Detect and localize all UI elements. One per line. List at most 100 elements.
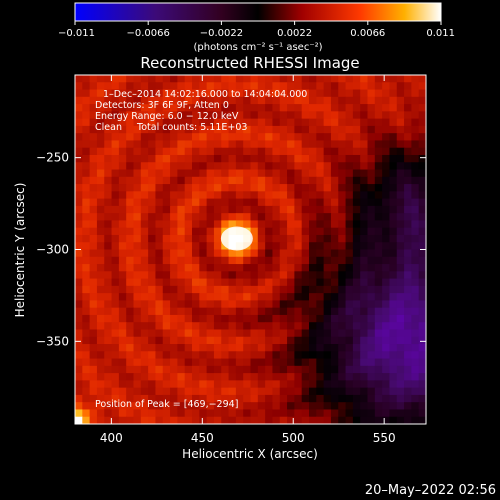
heatmap-cell: [148, 278, 156, 287]
heatmap-cell: [206, 133, 215, 141]
heatmap-cell: [272, 118, 281, 127]
heatmap-cell: [170, 394, 178, 403]
heatmap-cell: [170, 162, 178, 171]
heatmap-cell: [411, 409, 420, 418]
heatmap-cell: [345, 365, 354, 374]
heatmap-cell: [287, 227, 295, 236]
heatmap-cell: [118, 133, 127, 141]
heatmap-cell: [301, 234, 310, 243]
heatmap-cell: [367, 358, 376, 367]
heatmap-cell: [228, 140, 237, 149]
heatmap-cell: [228, 285, 237, 294]
heatmap-cell: [243, 264, 251, 272]
heatmap-cell: [287, 140, 295, 149]
heatmap-cell: [404, 402, 412, 410]
heatmap-cell: [75, 402, 83, 410]
heatmap-cell: [301, 314, 310, 323]
heatmap-cell: [396, 307, 405, 316]
heatmap-cell: [75, 191, 83, 200]
heatmap-cell: [118, 213, 127, 221]
heatmap-cell: [250, 227, 259, 236]
heatmap-cell: [257, 169, 266, 178]
heatmap-cell: [184, 249, 193, 258]
heatmap-cell: [243, 96, 251, 105]
heatmap-cell: [367, 402, 376, 410]
heatmap-cell: [374, 351, 383, 360]
heatmap-cell: [309, 278, 317, 287]
heatmap-cell: [228, 278, 237, 287]
heatmap-cell: [287, 344, 295, 352]
heatmap-cell: [155, 213, 164, 221]
heatmap-cell: [96, 285, 105, 294]
heatmap-cell: [235, 191, 244, 200]
heatmap-cell: [235, 351, 244, 360]
heatmap-cell: [301, 344, 310, 352]
heatmap-cell: [418, 191, 426, 200]
heatmap-cell: [206, 176, 215, 185]
heatmap-cell: [250, 329, 259, 338]
heatmap-cell: [360, 169, 368, 178]
heatmap-cell: [184, 256, 193, 265]
heatmap-cell: [316, 147, 325, 156]
heatmap-cell: [374, 220, 383, 229]
heatmap-cell: [360, 285, 368, 294]
heatmap-cell: [89, 394, 98, 403]
heatmap-cell: [199, 111, 208, 120]
heatmap-cell: [345, 118, 354, 127]
heatmap-cell: [330, 213, 339, 221]
heatmap-cell: [184, 213, 193, 221]
heatmap-cell: [111, 242, 120, 250]
heatmap-cell: [228, 293, 237, 301]
heatmap-cell: [82, 162, 91, 171]
heatmap-cell: [111, 184, 120, 192]
heatmap-cell: [272, 394, 281, 403]
heatmap-cell: [257, 220, 266, 229]
heatmap-cell: [301, 264, 310, 272]
heatmap-cell: [118, 118, 127, 127]
heatmap-cell: [75, 111, 83, 120]
heatmap-cell: [309, 358, 317, 367]
heatmap-cell: [265, 249, 273, 258]
heatmap-cell: [352, 220, 361, 229]
heatmap-cell: [411, 336, 420, 345]
heatmap-cell: [162, 234, 171, 243]
heatmap-cell: [184, 234, 193, 243]
heatmap-cell: [75, 307, 83, 316]
heatmap-cell: [170, 329, 178, 338]
heatmap-cell: [111, 293, 120, 301]
heatmap-cell: [140, 314, 149, 323]
heatmap-cell: [111, 314, 120, 323]
heatmap-cell: [126, 198, 134, 207]
heatmap-cell: [133, 329, 142, 338]
heatmap-cell: [148, 394, 156, 403]
heatmap-cell: [170, 380, 178, 389]
heatmap-cell: [184, 147, 193, 156]
heatmap-cell: [279, 249, 288, 258]
heatmap-cell: [155, 329, 164, 338]
heatmap-cell: [133, 220, 142, 229]
heatmap-cell: [345, 147, 354, 156]
heatmap-cell: [199, 191, 208, 200]
heatmap-cell: [411, 256, 420, 265]
heatmap-cell: [338, 264, 347, 272]
heatmap-cell: [243, 394, 251, 403]
heatmap-cell: [404, 191, 412, 200]
heatmap-cell: [374, 133, 383, 141]
heatmap-cell: [96, 234, 105, 243]
heatmap-cell: [360, 344, 368, 352]
heatmap-cell: [177, 380, 186, 389]
heatmap-cell: [118, 147, 127, 156]
heatmap-cell: [294, 191, 303, 200]
heatmap-cell: [104, 96, 113, 105]
heatmap-cell: [199, 278, 208, 287]
heatmap-cell: [294, 409, 303, 418]
heatmap-cell: [338, 125, 347, 134]
heatmap-cell: [382, 394, 390, 403]
heatmap-cell: [265, 293, 273, 301]
heatmap-cell: [221, 300, 230, 309]
heatmap-cell: [162, 344, 171, 352]
heatmap-cell: [228, 329, 237, 338]
heatmap-cell: [170, 184, 178, 192]
heatmap-cell: [294, 104, 303, 112]
heatmap-cell: [170, 242, 178, 250]
